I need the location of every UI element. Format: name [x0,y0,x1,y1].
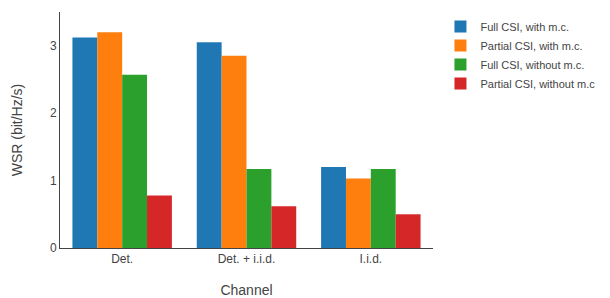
svg-text:1: 1 [50,174,57,188]
svg-text:Channel: Channel [220,282,272,298]
svg-text:0: 0 [50,241,57,255]
svg-text:Det.: Det. [111,252,133,266]
svg-text:2: 2 [50,106,57,120]
svg-text:Full CSI, with m.c.: Full CSI, with m.c. [480,21,569,33]
svg-text:Full CSI, without m.c.: Full CSI, without m.c. [480,59,584,71]
svg-text:WSR (bit/Hz/s): WSR (bit/Hz/s) [9,84,25,177]
svg-text:3: 3 [50,39,57,53]
svg-text:Det. + i.i.d.: Det. + i.i.d. [218,252,276,266]
svg-text:Partial CSI, without m.c: Partial CSI, without m.c [480,78,595,90]
svg-text:Partial CSI, with m.c.: Partial CSI, with m.c. [480,40,582,52]
svg-text:I.i.d.: I.i.d. [359,252,382,266]
